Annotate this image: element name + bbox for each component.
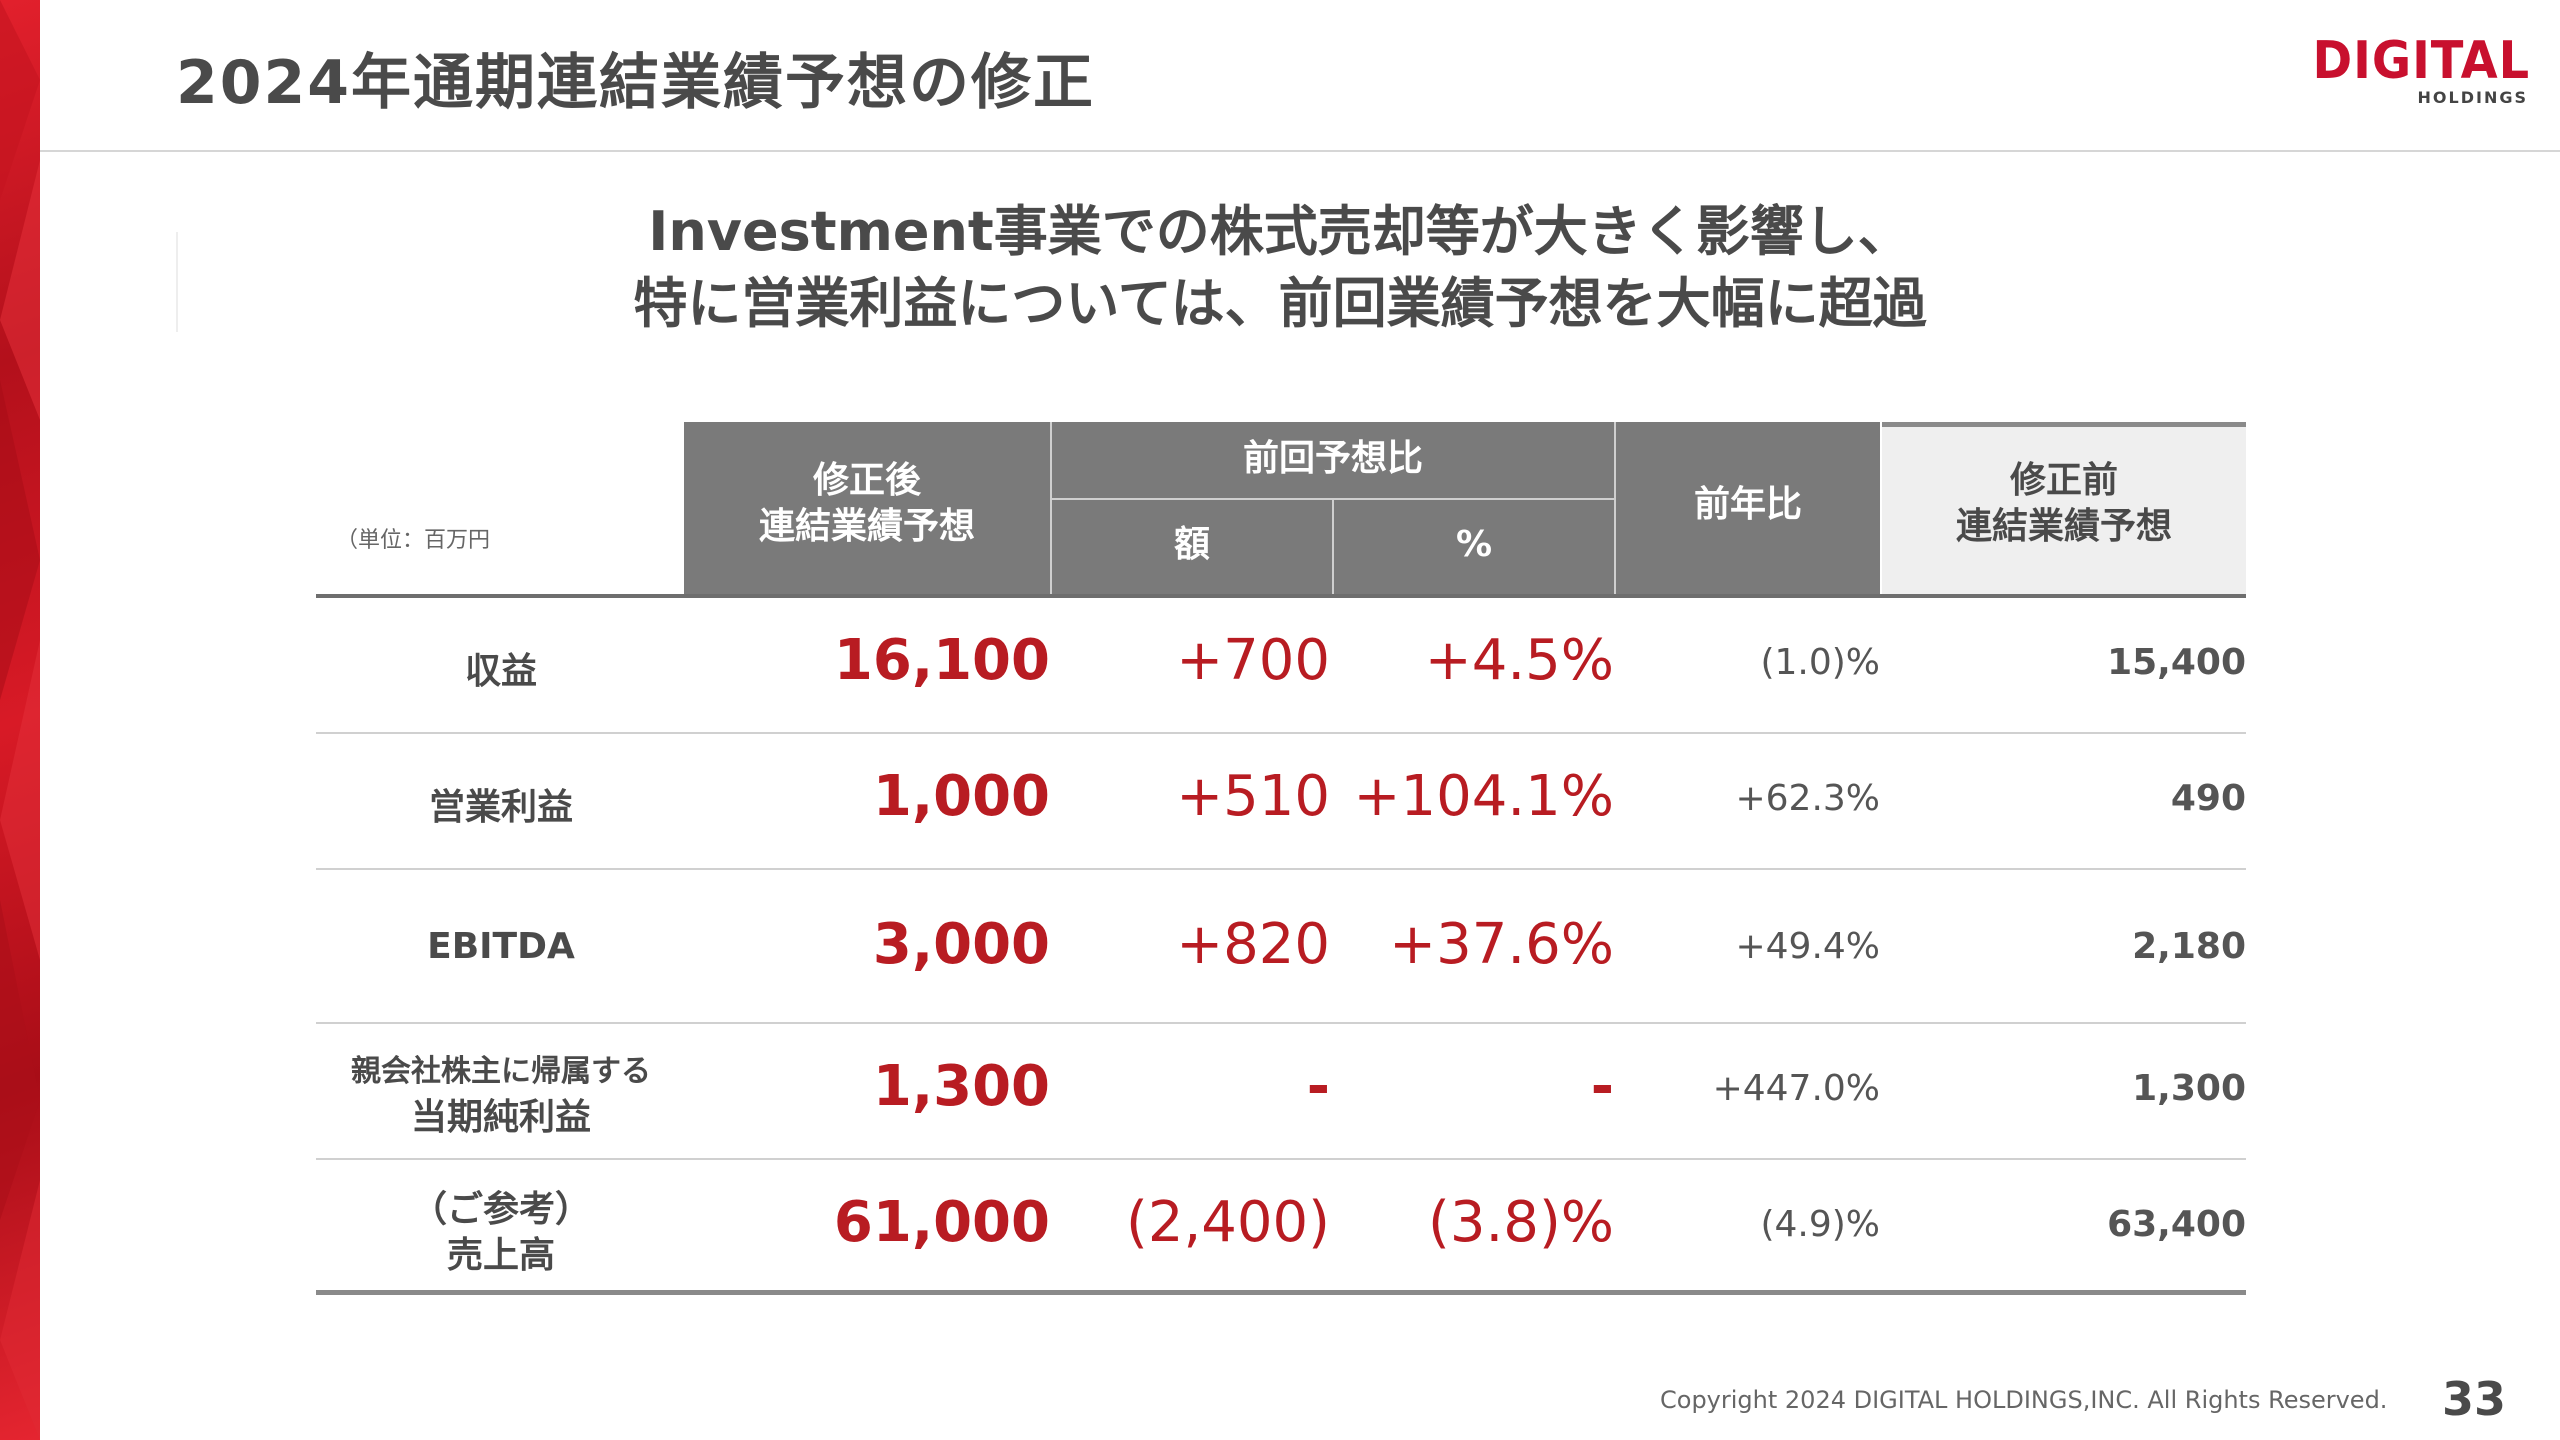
diff-amount: +700 [1176, 628, 1330, 693]
red-side-band [0, 0, 40, 1440]
revised-value: 1,300 [872, 1054, 1050, 1119]
header-revised-line-1: 修正後 [812, 460, 921, 501]
row-label-line-2: 当期純利益 [410, 1097, 591, 1138]
row-label: 営業利益 [428, 787, 573, 828]
row-label: EBITDA [427, 926, 575, 967]
row-label-line-1: （ご参考） [410, 1189, 591, 1230]
diff-amount: +820 [1176, 912, 1330, 977]
headline-line-1: Investment事業での株式売却等が大きく影響し、 [648, 200, 1912, 263]
diff-percent: (3.8)% [1428, 1190, 1614, 1255]
header-split-line [1052, 498, 1614, 500]
logo-wordmark: DIGITAL [2312, 31, 2530, 91]
header-revised-line-2: 連結業績予想 [758, 506, 975, 547]
diff-percent: - [1590, 1054, 1614, 1119]
header-divider-1 [1050, 422, 1052, 594]
diff-amount: - [1306, 1054, 1330, 1119]
diff-amount: +510 [1176, 764, 1330, 829]
revised-value: 16,100 [833, 628, 1050, 693]
header-amount-divider [1332, 500, 1334, 594]
before-value: 63,400 [2107, 1204, 2246, 1245]
row-divider [316, 732, 2246, 734]
side-band-pattern [0, 0, 40, 1440]
headline-accent-mark [176, 232, 178, 332]
revised-value: 3,000 [872, 912, 1050, 977]
row-divider [316, 1022, 2246, 1024]
unit-label: （単位：百万円 [336, 528, 491, 553]
before-value: 1,300 [2132, 1068, 2246, 1109]
company-logo: DIGITAL HOLDINGS [2280, 34, 2530, 110]
diff-percent: +37.6% [1389, 912, 1614, 977]
row-label: 収益 [464, 651, 537, 692]
header-percent: % [1455, 524, 1493, 565]
row-label-line-2: 売上高 [446, 1235, 555, 1276]
copyright-text: Copyright 2024 DIGITAL HOLDINGS,INC. All… [1660, 1386, 2388, 1414]
yoy-value: +62.3% [1735, 778, 1880, 819]
table-row: 収益 16,100 +700 +4.5% (1.0)% 15,400 [316, 598, 2246, 732]
header-divider [40, 150, 2560, 152]
diff-percent: +104.1% [1353, 764, 1614, 829]
header-vs-previous-label: 前回予想比 [1242, 438, 1423, 479]
headline: Investment事業での株式売却等が大きく影響し、 特に営業利益については、… [180, 196, 2380, 340]
header-yoy: 前年比 [1616, 422, 1880, 594]
row-label-line-1: 親会社株主に帰属する [351, 1054, 651, 1089]
page-title: 2024年通期連結業績予想の修正 [176, 48, 1095, 118]
header-before-line-1: 修正前 [2009, 460, 2118, 501]
revised-value: 1,000 [872, 764, 1050, 829]
table-row: （ご参考） 売上高 61,000 (2,400) (3.8)% (4.9)% 6… [316, 1160, 2246, 1292]
logo-subtext: HOLDINGS [2417, 88, 2528, 107]
header-bottom-rule [316, 594, 2246, 598]
yoy-value: (4.9)% [1760, 1204, 1880, 1245]
header-before: 修正前 連結業績予想 [1882, 422, 2246, 594]
row-divider [316, 868, 2246, 870]
before-value: 2,180 [2132, 926, 2246, 967]
diff-percent: +4.5% [1424, 628, 1614, 693]
yoy-value: +447.0% [1712, 1068, 1880, 1109]
header-yoy-label: 前年比 [1693, 484, 1802, 525]
row-divider [316, 1158, 2246, 1160]
headline-line-2: 特に営業利益については、前回業績予想を大幅に超過 [633, 272, 1927, 335]
header-divider-2 [1614, 422, 1616, 594]
table-row: 親会社株主に帰属する 当期純利益 1,300 - - +447.0% 1,300 [316, 1024, 2246, 1158]
before-value: 15,400 [2107, 642, 2246, 683]
table-bottom-rule [316, 1290, 2246, 1295]
diff-amount: (2,400) [1125, 1190, 1330, 1255]
table-row: 営業利益 1,000 +510 +104.1% +62.3% 490 [316, 734, 2246, 868]
table-row: EBITDA 3,000 +820 +37.6% +49.4% 2,180 [316, 870, 2246, 1022]
header-revised: 修正後 連結業績予想 [684, 422, 1050, 594]
page-number: 33 [2442, 1372, 2507, 1426]
revised-value: 61,000 [833, 1190, 1050, 1255]
yoy-value: +49.4% [1735, 926, 1880, 967]
yoy-value: (1.0)% [1760, 642, 1880, 683]
before-value: 490 [2170, 778, 2246, 819]
header-amount: 額 [1173, 524, 1210, 565]
header-before-line-2: 連結業績予想 [1955, 506, 2172, 547]
